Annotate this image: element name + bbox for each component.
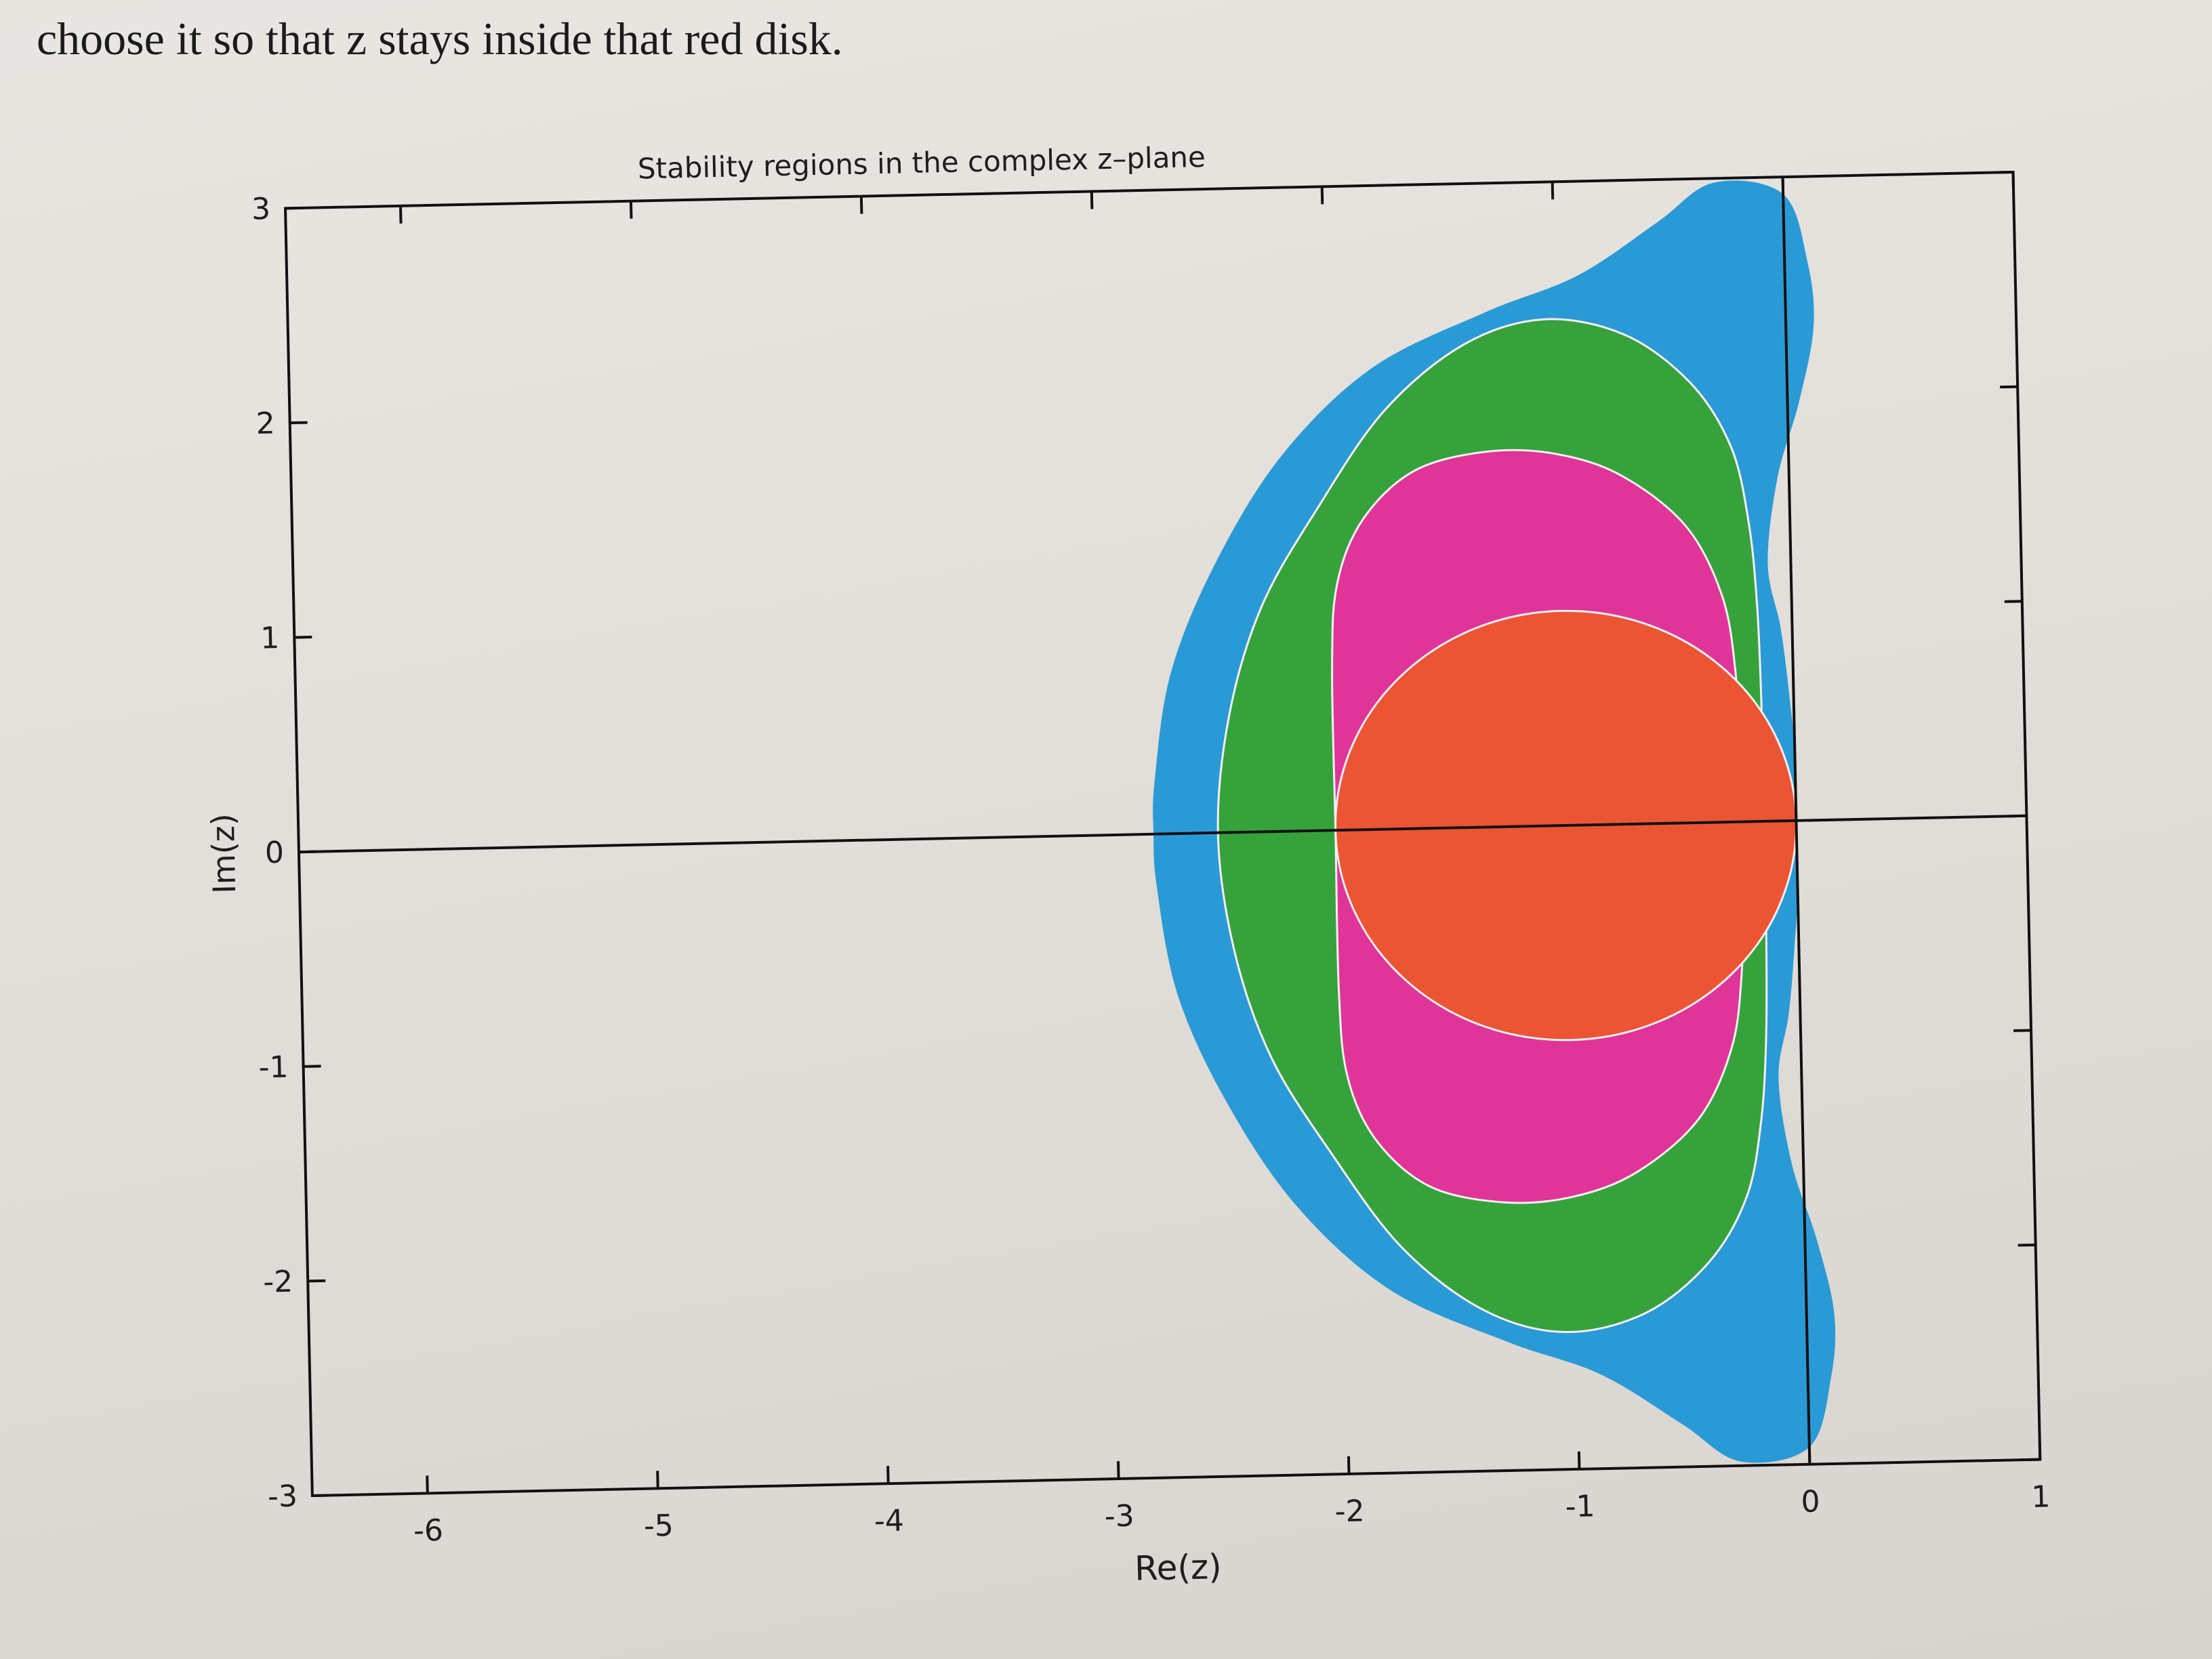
x-tick-mark — [1781, 177, 1785, 195]
chart-title: Stability regions in the complex z–plane — [637, 140, 1206, 186]
x-tick-mark — [1117, 1461, 1120, 1479]
y-tick-label: -2 — [263, 1265, 293, 1300]
y-tick-label: 3 — [251, 192, 271, 227]
x-tick-mark — [426, 1475, 429, 1494]
x-tick-label: -1 — [1565, 1489, 1595, 1524]
y-tick-mark — [285, 206, 304, 210]
y-tick-mark — [2000, 385, 2018, 389]
book-body-text: choose it so that z stays inside that re… — [37, 12, 843, 66]
y-tick-mark — [289, 421, 308, 424]
y-tick-label: -1 — [258, 1050, 289, 1085]
zero-real-axis-line — [298, 814, 2027, 854]
x-tick-mark — [1577, 1451, 1581, 1469]
x-tick-mark — [1320, 186, 1324, 205]
x-tick-label: -6 — [413, 1513, 444, 1549]
x-axis-label: Re(z) — [1134, 1547, 1223, 1589]
zero-imag-axis-line — [1781, 177, 1811, 1465]
y-tick-label: -3 — [267, 1479, 298, 1514]
text-line-1: choose it so that z stays inside that re… — [37, 13, 843, 64]
axis-ticks: -6 -5 -4 -3 -2 -1 0 1 -3 -2 -1 0 1 2 3 — [251, 170, 2051, 1549]
y-tick-mark — [2004, 600, 2022, 603]
x-tick-label: -5 — [643, 1509, 674, 1544]
y-tick-label: 2 — [255, 406, 275, 441]
y-tick-label: 1 — [260, 621, 280, 656]
x-tick-label: -3 — [1104, 1499, 1134, 1534]
y-axis-label: Im(z) — [205, 813, 243, 895]
x-tick-mark — [656, 1471, 659, 1489]
x-tick-label: -4 — [874, 1504, 904, 1539]
x-tick-label: -2 — [1334, 1494, 1365, 1529]
x-tick-label: 0 — [1801, 1484, 1820, 1519]
y-tick-mark — [294, 636, 312, 639]
x-tick-label: 1 — [2031, 1479, 2051, 1515]
x-tick-mark — [2038, 1441, 2042, 1460]
y-tick-mark — [308, 1279, 326, 1283]
y-tick-mark — [312, 1494, 330, 1497]
y-tick-mark — [2013, 1029, 2032, 1032]
y-tick-mark — [2018, 1243, 2036, 1247]
y-tick-label: 0 — [264, 836, 284, 871]
y-tick-mark — [303, 1065, 321, 1068]
y-tick-mark — [298, 850, 317, 854]
x-tick-mark — [629, 201, 633, 219]
y-tick-mark — [1995, 170, 2013, 174]
x-tick-mark — [859, 196, 863, 214]
x-tick-mark — [1807, 1446, 1811, 1465]
x-tick-mark — [2011, 171, 2015, 190]
y-tick-mark — [2009, 814, 2027, 818]
